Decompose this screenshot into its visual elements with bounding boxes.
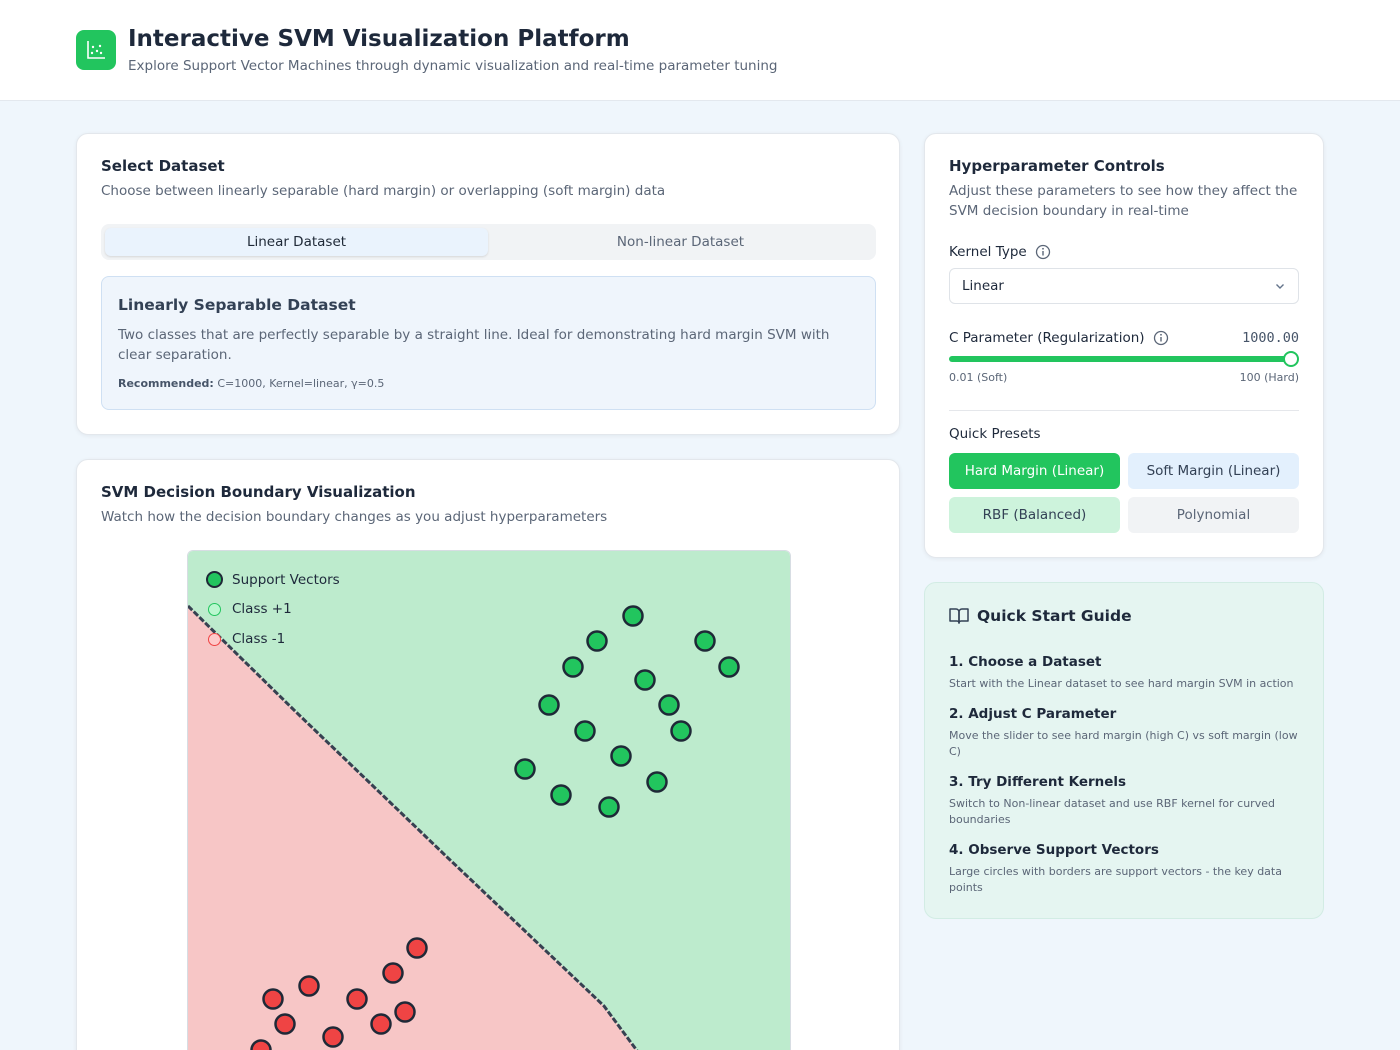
preset-soft-margin-button[interactable]: Soft Margin (Linear) xyxy=(1128,453,1299,489)
c-parameter-value: 1000.00 xyxy=(1242,330,1299,346)
legend-class-negative: Class -1 xyxy=(208,631,285,647)
support-vector-positive-point xyxy=(562,656,584,678)
support-vector-negative-point xyxy=(370,1013,392,1035)
chevron-down-icon xyxy=(1276,284,1284,289)
c-parameter-slider-track[interactable] xyxy=(949,356,1291,362)
support-vector-positive-point xyxy=(622,605,644,627)
dataset-recommendation: Recommended: C=1000, Kernel=linear, γ=0.… xyxy=(118,377,384,390)
guide-title: Quick Start Guide xyxy=(977,607,1132,625)
support-vector-positive-point xyxy=(658,694,680,716)
recommended-label: Recommended: xyxy=(118,377,214,390)
negative-points-group xyxy=(250,937,428,1050)
scatter-chart-icon xyxy=(76,30,116,70)
info-icon[interactable] xyxy=(1035,244,1051,260)
kernel-type-label: Kernel Type xyxy=(949,244,1027,260)
dataset-card-description: Choose between linearly separable (hard … xyxy=(101,183,666,199)
svm-plot-canvas xyxy=(188,551,790,1050)
support-vector-negative-point xyxy=(382,962,404,984)
support-vector-negative-point xyxy=(298,975,320,997)
dataset-info-box: Linearly Separable Dataset Two classes t… xyxy=(101,276,876,410)
book-open-icon xyxy=(949,608,969,624)
app-title: Interactive SVM Visualization Platform xyxy=(128,26,630,52)
kernel-type-value: Linear xyxy=(962,278,1004,294)
preset-rbf-button[interactable]: RBF (Balanced) xyxy=(949,497,1120,533)
support-vector-negative-point xyxy=(394,1001,416,1023)
guide-step-2-text: Move the slider to see hard margin (high… xyxy=(949,729,1298,758)
legend-class-positive: Class +1 xyxy=(208,601,292,617)
guide-step-4-title: 4. Observe Support Vectors xyxy=(949,842,1159,858)
dataset-tabs: Linear Dataset Non-linear Dataset xyxy=(101,224,876,260)
preset-hard-margin-button[interactable]: Hard Margin (Linear) xyxy=(949,453,1120,489)
visualization-card-description: Watch how the decision boundary changes … xyxy=(101,509,608,525)
support-vector-positive-point xyxy=(586,630,608,652)
support-vector-positive-point xyxy=(646,771,668,793)
positive-points-group xyxy=(514,605,740,818)
app-header: Interactive SVM Visualization Platform E… xyxy=(0,0,1400,101)
dataset-info-title: Linearly Separable Dataset xyxy=(118,296,356,314)
dataset-card: Select Dataset Choose between linearly s… xyxy=(76,133,900,435)
support-vector-positive-point xyxy=(538,694,560,716)
svm-plot[interactable]: Support Vectors Class +1 Class -1 xyxy=(187,550,791,1050)
controls-card-title: Hyperparameter Controls xyxy=(949,157,1165,175)
support-vector-positive-point xyxy=(670,720,692,742)
quick-presets-label: Quick Presets xyxy=(949,426,1041,442)
controls-card-description: Adjust these parameters to see how they … xyxy=(949,183,1298,219)
dataset-info-text: Two classes that are perfectly separable… xyxy=(118,327,830,363)
support-vector-positive-point xyxy=(574,720,596,742)
guide-step-1-text: Start with the Linear dataset to see har… xyxy=(949,677,1294,690)
support-vector-negative-point xyxy=(250,1039,272,1050)
guide-step-3-text: Switch to Non-linear dataset and use RBF… xyxy=(949,797,1275,826)
positive-class-marker-icon xyxy=(208,602,221,616)
support-vector-negative-point xyxy=(406,937,428,959)
support-vector-positive-point xyxy=(550,784,572,806)
info-icon[interactable] xyxy=(1153,330,1169,346)
legend-support-vectors-label: Support Vectors xyxy=(232,571,340,588)
support-vector-marker-icon xyxy=(206,571,223,588)
negative-class-marker-icon xyxy=(208,632,221,646)
app-subtitle: Explore Support Vector Machines through … xyxy=(128,58,778,74)
guide-header: Quick Start Guide xyxy=(949,607,1132,625)
tab-linear-dataset[interactable]: Linear Dataset xyxy=(105,228,488,256)
c-min-label: 0.01 (Soft) xyxy=(949,371,1008,384)
controls-divider xyxy=(949,410,1299,411)
c-max-label: 100 (Hard) xyxy=(1239,371,1299,384)
visualization-card-title: SVM Decision Boundary Visualization xyxy=(101,483,416,501)
c-parameter-label-row: C Parameter (Regularization) xyxy=(949,330,1169,346)
guide-step-4-text: Large circles with borders are support v… xyxy=(949,865,1282,894)
controls-card: Hyperparameter Controls Adjust these par… xyxy=(924,133,1324,558)
support-vector-positive-point xyxy=(634,669,656,691)
guide-step-3-title: 3. Try Different Kernels xyxy=(949,774,1127,790)
dataset-card-title: Select Dataset xyxy=(101,157,225,175)
support-vector-positive-point xyxy=(514,758,536,780)
support-vector-positive-point xyxy=(598,796,620,818)
decision-boundary xyxy=(188,604,639,1050)
recommended-value: C=1000, Kernel=linear, γ=0.5 xyxy=(217,377,385,390)
preset-polynomial-button[interactable]: Polynomial xyxy=(1128,497,1299,533)
legend-support-vectors: Support Vectors xyxy=(206,571,340,588)
visualization-card: SVM Decision Boundary Visualization Watc… xyxy=(76,459,900,1050)
legend-class-negative-label: Class -1 xyxy=(232,631,286,647)
tab-nonlinear-dataset[interactable]: Non-linear Dataset xyxy=(616,234,745,250)
support-vector-negative-point xyxy=(322,1026,344,1048)
c-parameter-label: C Parameter (Regularization) xyxy=(949,330,1145,346)
guide-step-1-title: 1. Choose a Dataset xyxy=(949,654,1102,670)
support-vector-positive-point xyxy=(694,630,716,652)
kernel-type-label-row: Kernel Type xyxy=(949,244,1051,260)
kernel-type-select[interactable]: Linear xyxy=(949,268,1299,304)
support-vector-negative-point xyxy=(346,988,368,1010)
quick-start-guide: Quick Start Guide 1. Choose a Dataset St… xyxy=(924,582,1324,919)
support-vector-negative-point xyxy=(274,1013,296,1035)
support-vector-positive-point xyxy=(610,745,632,767)
guide-step-2-title: 2. Adjust C Parameter xyxy=(949,706,1117,722)
support-vector-negative-point xyxy=(262,988,284,1010)
legend-class-positive-label: Class +1 xyxy=(232,601,292,617)
support-vector-positive-point xyxy=(718,656,740,678)
c-parameter-slider-thumb[interactable] xyxy=(1283,351,1299,367)
